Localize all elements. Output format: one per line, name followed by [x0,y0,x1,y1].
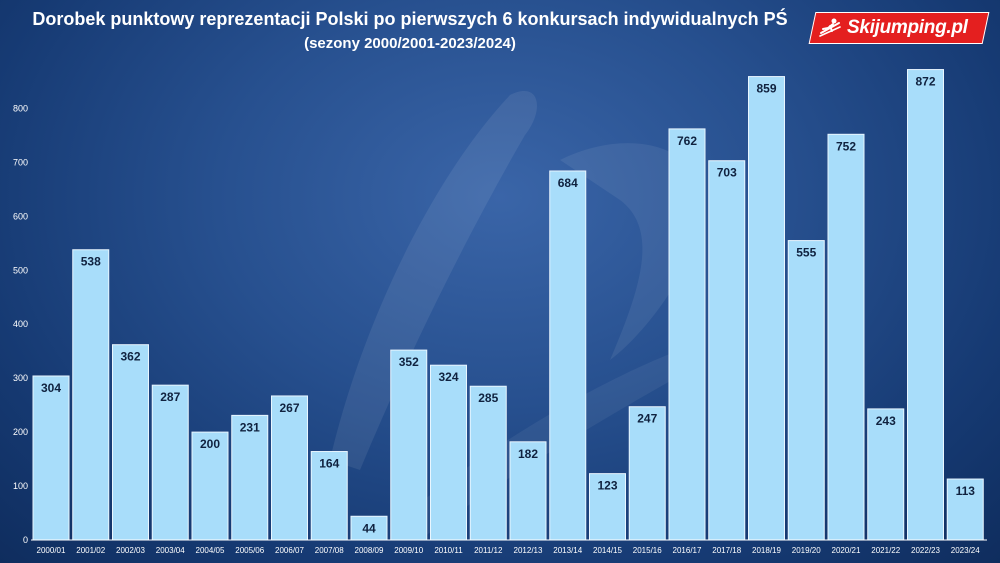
x-tick-label: 2014/15 [593,546,622,555]
logo-inner: Skijumping.pl [813,17,968,39]
y-tick-label: 500 [13,265,28,275]
watermark-skier-arm [560,143,702,360]
bar-value-label: 44 [362,521,376,535]
x-tick-label: 2012/13 [514,546,543,555]
x-tick-label: 2013/14 [553,546,582,555]
bar-value-label: 859 [756,82,776,96]
x-tick-label: 2010/11 [434,546,463,555]
bar-value-label: 267 [279,401,299,415]
y-tick-label: 300 [13,373,28,383]
bar-value-label: 182 [518,447,538,461]
bar-value-label: 703 [717,166,737,180]
bar [589,473,626,541]
x-tick-label: 2019/20 [792,546,821,555]
chart-title: Dorobek punktowy reprezentacji Polski po… [32,9,788,29]
bar-value-label: 164 [319,457,339,471]
bar [867,408,905,541]
bar [946,478,984,541]
bar [430,364,467,541]
x-tick-label: 2011/12 [474,546,503,555]
y-tick-label: 800 [13,103,28,113]
bar [32,375,70,541]
x-tick-label: 2000/01 [37,546,66,555]
x-tick-label: 2018/19 [752,546,781,555]
x-tick-label: 2023/24 [951,546,980,555]
skijumping-logo[interactable]: Skijumping.pl [808,12,990,44]
bar [151,384,189,541]
bar-value-label: 872 [915,75,935,89]
bar [271,395,308,541]
bar [231,414,269,541]
y-tick-label: 700 [13,157,28,167]
bar [748,76,785,541]
bar-value-label: 113 [956,484,976,498]
bar-value-label: 752 [836,139,856,153]
bar-value-label: 243 [876,414,896,428]
chart-title-block: Dorobek punktowy reprezentacji Polski po… [0,8,820,54]
x-tick-label: 2004/05 [196,546,225,555]
x-tick-label: 2015/16 [633,546,662,555]
bar-value-label: 231 [240,420,260,434]
x-tick-label: 2006/07 [275,546,304,555]
bar-value-label: 362 [120,350,140,364]
x-tick-label: 2002/03 [116,546,145,555]
x-tick-label: 2001/02 [76,546,105,555]
x-axis: 2000/01 2001/02 2002/03 2003/04 2004/05 2005/… [37,546,981,555]
x-tick-label: 2008/09 [355,546,384,555]
bar-value-label: 247 [637,412,657,426]
x-tick-label: 2009/10 [394,546,423,555]
x-tick-label: 2020/21 [832,546,861,555]
bar-value-label: 304 [41,381,61,395]
bar [907,69,944,541]
x-tick-label: 2021/22 [871,546,900,555]
y-tick-label: 400 [13,319,28,329]
bar-value-label: 555 [796,246,816,260]
x-tick-label: 2003/04 [156,546,185,555]
bar-value-label: 200 [200,437,220,451]
y-tick-label: 100 [13,481,28,491]
bar [787,240,825,541]
chart-subtitle: (sezony 2000/2001-2023/2024) [304,35,516,52]
y-tick-label: 0 [23,535,28,545]
bar-value-label: 762 [677,134,697,148]
bar-value-label: 538 [81,255,101,269]
y-tick-label: 600 [13,211,28,221]
bar [72,249,110,541]
x-tick-label: 2022/23 [911,546,940,555]
bars-group: 304 538 362 287 200 231 267 164 44 352 324 285 182 68… [32,69,984,541]
x-tick-label: 2005/06 [235,546,264,555]
bar [509,441,547,541]
bar-value-label: 123 [597,479,617,493]
ski-jumper-icon [819,18,841,37]
bar-value-label: 287 [160,390,180,404]
bar-value-label: 324 [438,370,458,384]
x-tick-label: 2017/18 [712,546,741,555]
bar-value-label: 684 [558,176,578,190]
y-axis: 0 100 200 300 400 500 600 700 800 [13,103,28,545]
bar [668,128,706,541]
bar [390,349,428,541]
x-tick-label: 2007/08 [315,546,344,555]
bar [469,385,507,541]
bar [708,160,746,541]
bar [827,133,865,541]
bar [191,431,229,541]
x-tick-label: 2016/17 [673,546,702,555]
bar [112,344,149,541]
bar-value-label: 285 [478,391,498,405]
y-tick-label: 200 [13,427,28,437]
watermark-skier-body [330,90,537,471]
bar [549,170,587,541]
bar-value-label: 352 [399,355,419,369]
bar [628,406,666,541]
